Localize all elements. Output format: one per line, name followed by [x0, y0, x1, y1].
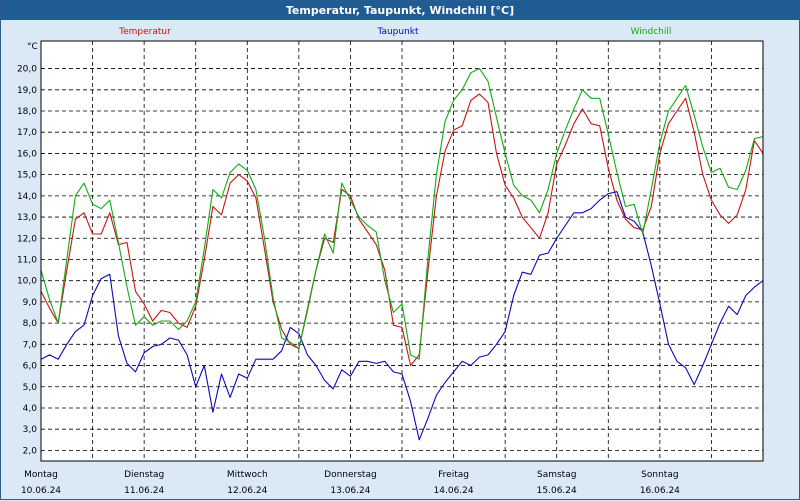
- y-tick-label: 10,0: [17, 277, 37, 287]
- y-tick-label: 16,0: [17, 149, 37, 159]
- x-date-label: 12.06.24: [227, 486, 267, 496]
- series-lines: [40, 68, 764, 441]
- legend: Temperatur Taupunkt Windchill: [118, 27, 671, 37]
- x-date-label: 11.06.24: [124, 486, 164, 496]
- axis-labels: 2,0 3,0 4,0 5,0 6,0 7,0 8,0 9,0 10,0 11,0 12,0 13,0…: [17, 42, 680, 496]
- y-tick-label: 2,0: [23, 446, 38, 456]
- x-day-label: Samstag: [537, 470, 576, 480]
- y-tick-label: 18,0: [17, 107, 37, 117]
- legend-entry-taupunkt: Taupunkt: [376, 27, 419, 37]
- y-tick-label: 3,0: [23, 425, 38, 435]
- x-day-label: Montag: [24, 470, 58, 480]
- y-tick-label: 20,0: [17, 65, 37, 75]
- plot-border: [40, 40, 764, 462]
- y-tick-label: 8,0: [23, 319, 38, 329]
- window-title: Temperatur, Taupunkt, Windchill [°C]: [1, 1, 799, 20]
- y-tick-label: 15,0: [17, 171, 37, 181]
- grid-lines: [41, 41, 763, 461]
- x-day-label: Sonntag: [641, 470, 678, 480]
- x-day-label: Mittwoch: [227, 470, 268, 480]
- axes: [40, 40, 764, 462]
- y-axis-unit: °C: [27, 42, 38, 52]
- x-date-label: 10.06.24: [21, 486, 61, 496]
- y-tick-label: 5,0: [23, 383, 38, 393]
- y-tick-label: 11,0: [17, 255, 37, 265]
- y-tick-label: 4,0: [23, 404, 38, 414]
- x-date-label: 14.06.24: [434, 486, 474, 496]
- series-line-windchill: [40, 68, 764, 360]
- y-tick-label: 14,0: [17, 192, 37, 202]
- y-tick-label: 19,0: [17, 86, 37, 96]
- x-date-label: 13.06.24: [330, 486, 370, 496]
- x-day-label: Donnerstag: [324, 470, 377, 480]
- legend-entry-windchill: Windchill: [631, 27, 672, 37]
- y-tick-label: 17,0: [17, 128, 37, 138]
- y-tick-label: 9,0: [23, 298, 38, 308]
- y-tick-label: 6,0: [23, 362, 38, 372]
- x-day-label: Freitag: [438, 470, 469, 480]
- x-date-label: 16.06.24: [640, 486, 680, 496]
- y-tick-label: 12,0: [17, 234, 37, 244]
- y-tick-label: 13,0: [17, 213, 37, 223]
- x-day-label: Dienstag: [124, 470, 164, 480]
- y-tick-label: 7,0: [23, 340, 38, 350]
- legend-entry-temperatur: Temperatur: [118, 27, 171, 37]
- x-date-label: 15.06.24: [537, 486, 577, 496]
- series-line-temperatur: [40, 93, 764, 367]
